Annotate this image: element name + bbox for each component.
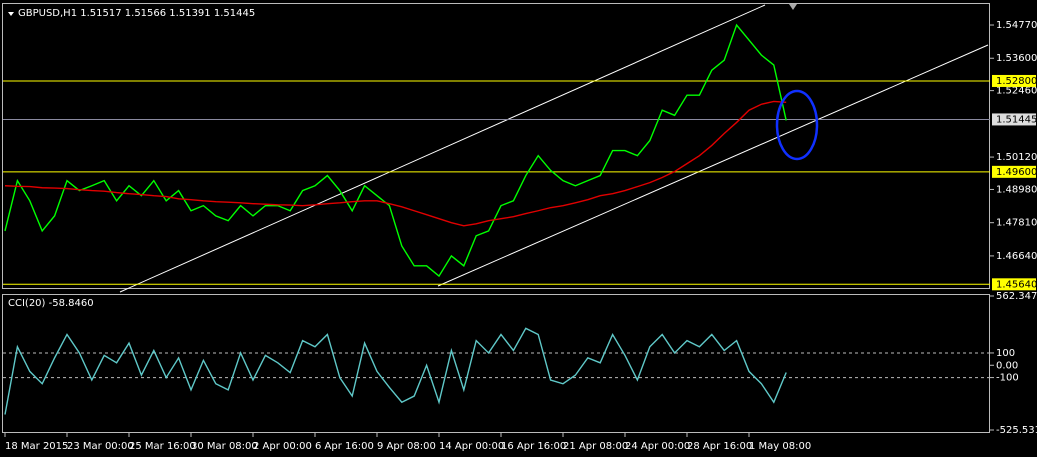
y-tick-label: 1.50120 bbox=[996, 152, 1037, 163]
level-label-box bbox=[992, 165, 1036, 178]
main-panel-frame bbox=[2, 3, 990, 289]
menu-arrow bbox=[8, 12, 14, 16]
y-tick-label: 1.52460 bbox=[996, 86, 1037, 97]
channel-upper bbox=[119, 4, 766, 293]
shift-marker bbox=[789, 4, 797, 10]
current-price-label: 1.51445 bbox=[996, 114, 1037, 125]
x-tick-label: 24 Apr 00:00 bbox=[625, 441, 690, 452]
y-tick-label: -525.5311 bbox=[996, 425, 1037, 436]
y-tick-label: 562.3479 bbox=[996, 291, 1037, 302]
y-tick-label: 0.00 bbox=[996, 360, 1018, 371]
indicator-title: CCI(20) -58.8460 bbox=[8, 298, 94, 309]
level-label: 1.49600 bbox=[996, 167, 1037, 178]
x-tick-label: 28 Apr 16:00 bbox=[687, 441, 752, 452]
x-tick-label: 30 Mar 08:00 bbox=[191, 441, 258, 452]
level-label: 1.52800 bbox=[996, 76, 1037, 87]
series-line bbox=[4, 100, 787, 227]
y-tick-label: 1.46640 bbox=[996, 251, 1037, 262]
x-tick-label: 6 Apr 16:00 bbox=[315, 441, 374, 452]
x-tick-label: 23 Mar 00:00 bbox=[67, 441, 134, 452]
x-tick-label: 16 Apr 16:00 bbox=[501, 441, 566, 452]
y-tick-label: -100 bbox=[996, 373, 1019, 384]
x-tick-label: 21 Apr 08:00 bbox=[563, 441, 628, 452]
y-tick-label: 1.54770 bbox=[996, 20, 1037, 31]
x-tick-label: 25 Mar 16:00 bbox=[129, 441, 196, 452]
y-tick-label: 1.53600 bbox=[996, 53, 1037, 64]
cci-panel-frame bbox=[2, 294, 990, 433]
x-tick-label: 1 May 08:00 bbox=[749, 441, 811, 452]
x-tick-label: 14 Apr 00:00 bbox=[439, 441, 504, 452]
x-tick-label: 18 Mar 2015 bbox=[5, 441, 68, 452]
level-label: 1.45640 bbox=[996, 279, 1037, 290]
x-tick-label: 9 Apr 08:00 bbox=[377, 441, 436, 452]
y-tick-label: 100 bbox=[996, 348, 1015, 359]
series-line bbox=[4, 327, 787, 415]
series-line bbox=[4, 23, 787, 278]
x-tick-label: 2 Apr 00:00 bbox=[253, 441, 312, 452]
y-tick-label: 1.48980 bbox=[996, 184, 1037, 195]
highlight-circle bbox=[775, 89, 819, 161]
channel-lower bbox=[437, 44, 989, 287]
chart-title: GBPUSD,H1 1.51517 1.51566 1.51391 1.5144… bbox=[18, 8, 255, 19]
level-label-box bbox=[992, 74, 1036, 87]
level-label-box bbox=[992, 278, 1036, 291]
current-price-box bbox=[992, 113, 1036, 126]
y-tick-label: 1.47810 bbox=[996, 218, 1037, 229]
